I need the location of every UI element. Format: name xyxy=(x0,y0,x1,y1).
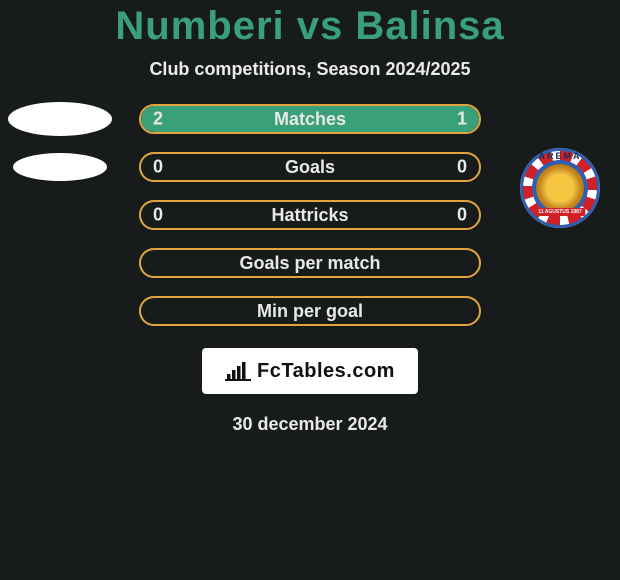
club-badge-arema: AREMA 11 AGUSTUS 1987 xyxy=(520,148,600,228)
stat-val-left: 0 xyxy=(153,205,163,226)
stat-val-left: 2 xyxy=(153,109,163,130)
row-gpm: Goals per match xyxy=(0,248,620,278)
left-logo-slot xyxy=(0,102,120,136)
subtitle: Club competitions, Season 2024/2025 xyxy=(149,59,470,80)
badge-ribbon-text: 11 AGUSTUS 1987 xyxy=(534,208,585,216)
left-logo-slot-2 xyxy=(0,153,120,181)
stat-bar-gpm: Goals per match xyxy=(139,248,481,278)
row-mpg: Min per goal xyxy=(0,296,620,326)
stat-val-right: 0 xyxy=(457,157,467,178)
stat-label: Goals xyxy=(285,157,335,178)
brand-text: FcTables.com xyxy=(257,360,395,383)
page-title: Numberi vs Balinsa xyxy=(115,4,504,49)
stat-val-left: 0 xyxy=(153,157,163,178)
badge-top-text: AREMA xyxy=(539,151,582,161)
left-logo-ellipse-2 xyxy=(13,153,107,181)
stat-bar-goals: 0 Goals 0 xyxy=(139,152,481,182)
right-logo-slot-2: AREMA 11 AGUSTUS 1987 xyxy=(500,148,620,228)
stat-bar-mpg: Min per goal xyxy=(139,296,481,326)
stat-val-right: 0 xyxy=(457,205,467,226)
stat-bar-hattricks: 0 Hattricks 0 xyxy=(139,200,481,230)
brand-badge: FcTables.com xyxy=(202,348,418,394)
stat-label: Min per goal xyxy=(257,301,363,322)
left-logo-ellipse xyxy=(8,102,112,136)
right-logo-slot xyxy=(500,102,620,136)
infographic-root: Numberi vs Balinsa Club competitions, Se… xyxy=(0,0,620,435)
row-goals: 0 Goals 0 AREMA 11 AGUSTUS 1987 xyxy=(0,152,620,182)
stat-val-right: 1 xyxy=(457,109,467,130)
stat-bar-matches: 2 Matches 1 xyxy=(139,104,481,134)
stat-label: Goals per match xyxy=(239,253,380,274)
badge-center-icon xyxy=(536,164,584,212)
date-text: 30 december 2024 xyxy=(232,414,387,435)
stat-label: Matches xyxy=(274,109,346,130)
stat-label: Hattricks xyxy=(271,205,348,226)
bar-chart-icon xyxy=(225,360,251,382)
row-matches: 2 Matches 1 xyxy=(0,104,620,134)
